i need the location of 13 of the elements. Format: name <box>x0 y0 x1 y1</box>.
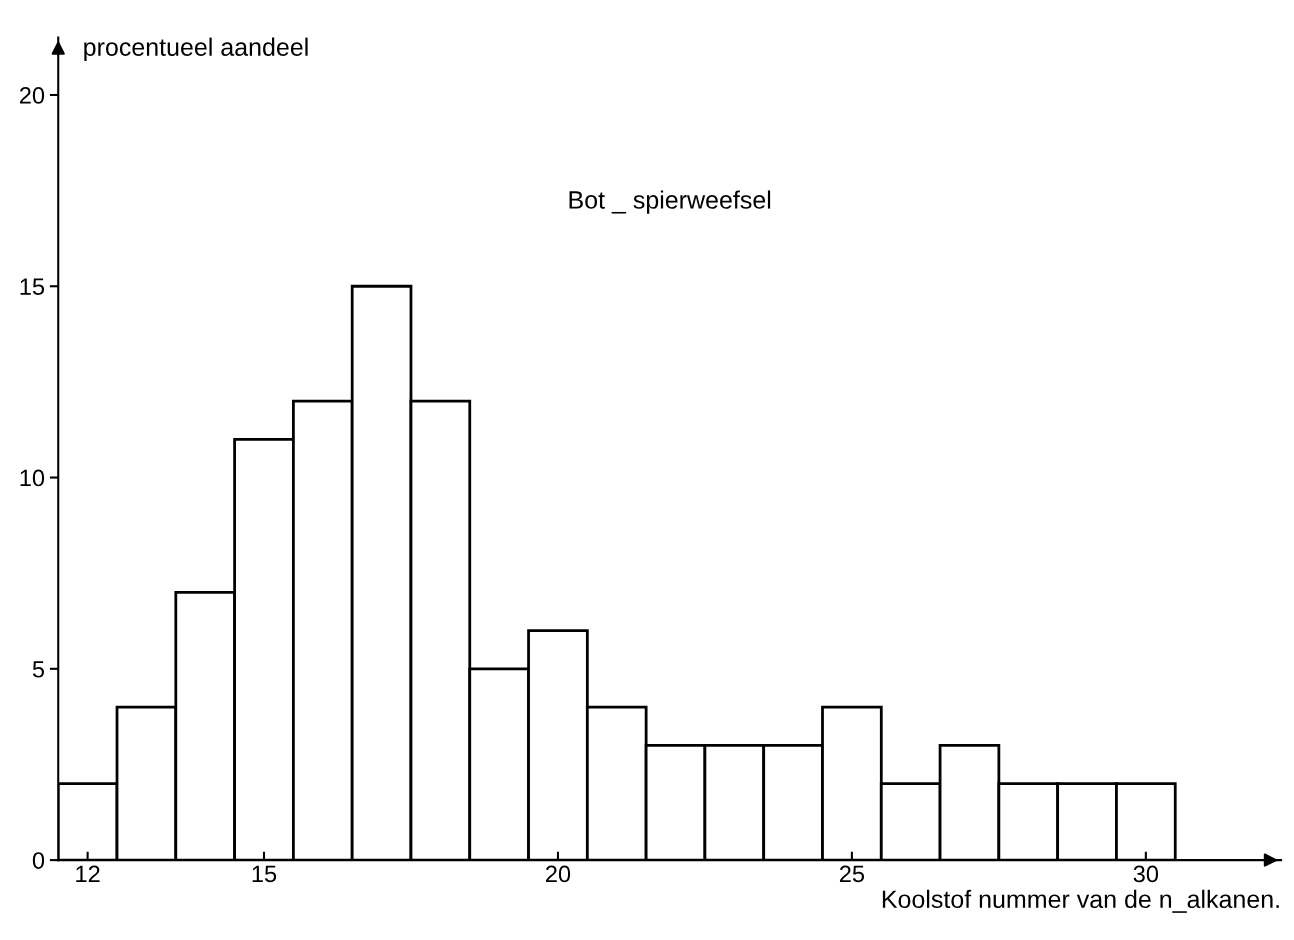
y-tick-label: 5 <box>32 661 45 678</box>
y-tick-label: 20 <box>19 87 45 104</box>
y-tick-label: 15 <box>20 278 45 296</box>
text: Bot _ spierweefsel <box>569 190 771 214</box>
x-tick-label: 15 <box>252 865 277 883</box>
y-tick-label: 0 <box>32 852 45 869</box>
x-tick-label: 20 <box>546 865 571 883</box>
x-tick-label: 25 <box>839 865 865 883</box>
x-tick-label: 12 <box>76 865 100 883</box>
x-tick-label: 30 <box>1133 865 1159 883</box>
y-axis-title: procentueel aandeel <box>84 37 308 61</box>
x-axis-title: Koolstof nummer van de n_alkanen. <box>882 889 1279 913</box>
y-tick-label: 10 <box>20 469 45 487</box>
